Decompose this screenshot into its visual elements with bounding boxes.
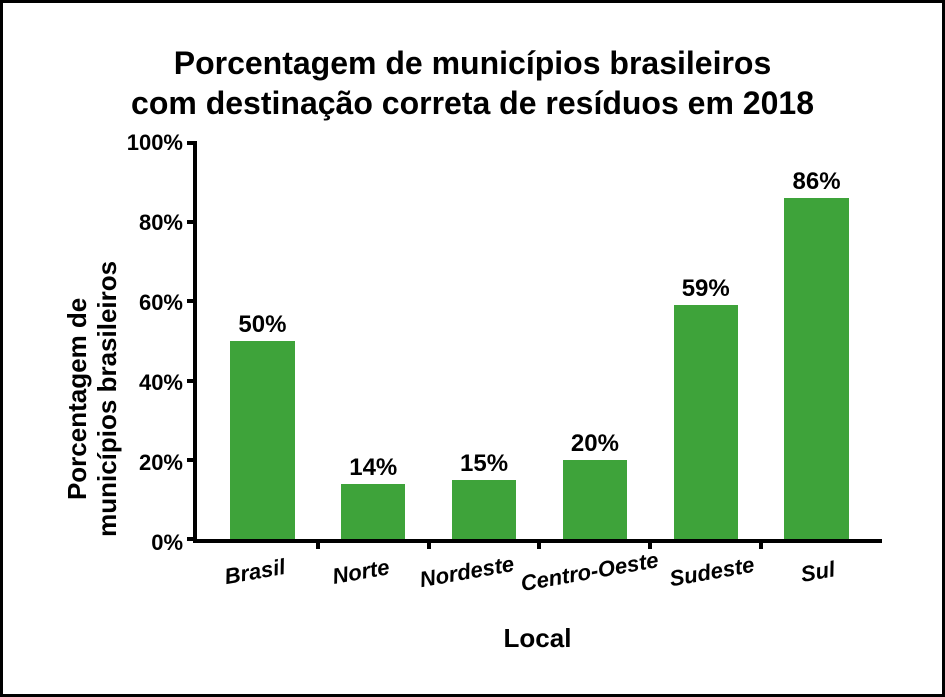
y-axis-label-line2: municípios brasileiros: [92, 261, 122, 537]
y-tick-label: 100%: [123, 130, 183, 156]
bar: [563, 460, 627, 539]
y-tick-label: 0%: [123, 530, 183, 556]
y-axis: 0%20%40%60%80%100%: [123, 143, 193, 543]
bar-slot: 50%: [207, 143, 318, 539]
x-tick-mark: [316, 539, 320, 549]
bar-slot: 15%: [429, 143, 540, 539]
y-axis-label: Porcentagem de municípios brasileiros: [63, 261, 123, 537]
y-tick-label: 60%: [123, 290, 183, 316]
chart-body: Porcentagem de municípios brasileiros 0%…: [63, 143, 882, 654]
bar: [784, 198, 848, 539]
y-tick-mark: [187, 458, 197, 462]
bar-slot: 59%: [650, 143, 761, 539]
x-category-label: Sudeste: [655, 534, 771, 621]
plot-grid: 50% 14% 15% 20% 59% 86%: [193, 143, 882, 543]
bar-value-label: 15%: [460, 450, 508, 478]
x-category-label: Brasil: [198, 534, 314, 621]
plot-column: 0%20%40%60%80%100% 50%14%15%20%59%86% Br…: [123, 143, 882, 654]
chart-title-line2: com destinação correta de resíduos em 20…: [131, 85, 814, 121]
x-tick-mark: [537, 539, 541, 549]
x-tick-mark: [427, 539, 431, 549]
y-tick-mark: [187, 220, 197, 224]
bar-value-label: 86%: [793, 168, 841, 196]
y-axis-label-wrap: Porcentagem de municípios brasileiros: [63, 143, 123, 654]
bar: [230, 341, 294, 539]
bar-value-label: 50%: [238, 311, 286, 339]
y-axis-label-line1: Porcentagem de: [62, 297, 92, 499]
x-axis: BrasilNorteNordesteCentro-OesteSudesteSu…: [193, 543, 882, 613]
x-category-label: Sul: [761, 534, 877, 621]
x-axis-label: Local: [193, 623, 882, 654]
chart-title-line1: Porcentagem de municípios brasileiros: [174, 45, 772, 81]
bar-slot: 20%: [539, 143, 650, 539]
chart-frame: Porcentagem de municípios brasileiros co…: [0, 0, 945, 697]
y-tick-mark: [187, 537, 197, 541]
y-tick-label: 80%: [123, 210, 183, 236]
bar: [452, 480, 516, 539]
x-axis-inner: BrasilNorteNordesteCentro-OesteSudesteSu…: [193, 543, 882, 613]
bars-container: 50% 14% 15% 20% 59% 86%: [197, 143, 882, 539]
bar: [674, 305, 738, 539]
chart-title: Porcentagem de municípios brasileiros co…: [63, 43, 882, 123]
x-category-label: Norte: [304, 534, 420, 621]
bar: [341, 484, 405, 539]
bar-value-label: 14%: [349, 454, 397, 482]
plot-area: 0%20%40%60%80%100% 50%14%15%20%59%86%: [123, 143, 882, 543]
bar-slot: 86%: [761, 143, 872, 539]
y-tick-mark: [187, 141, 197, 145]
y-tick-mark: [187, 299, 197, 303]
bar-slot: 14%: [318, 143, 429, 539]
bar-value-label: 59%: [682, 275, 730, 303]
y-tick-label: 40%: [123, 370, 183, 396]
y-tick-label: 20%: [123, 450, 183, 476]
y-tick-mark: [187, 379, 197, 383]
bar-value-label: 20%: [571, 430, 619, 458]
